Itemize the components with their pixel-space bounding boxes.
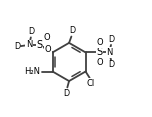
Text: O: O <box>45 45 51 54</box>
Text: S: S <box>96 47 102 57</box>
Text: S: S <box>36 40 43 50</box>
Text: D: D <box>14 42 21 51</box>
Text: Cl: Cl <box>86 79 94 88</box>
Text: D: D <box>69 26 76 35</box>
Text: D: D <box>63 89 69 98</box>
Text: D: D <box>108 35 114 44</box>
Text: H₂N: H₂N <box>24 67 40 76</box>
Text: O: O <box>96 38 103 47</box>
Text: O: O <box>96 58 103 67</box>
Text: N: N <box>26 40 32 49</box>
Text: D: D <box>108 60 114 69</box>
Text: O: O <box>43 33 50 42</box>
Text: D: D <box>28 27 34 36</box>
Text: N: N <box>106 48 112 57</box>
